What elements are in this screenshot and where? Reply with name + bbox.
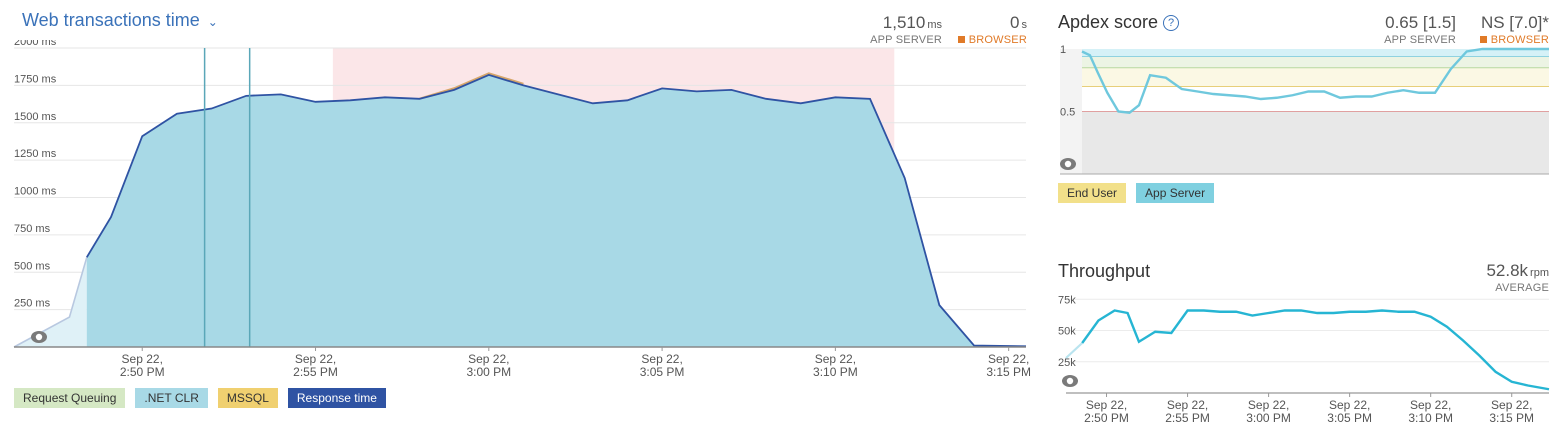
apdex-prewindow-shade (1060, 49, 1082, 174)
throughput-toggle-eye-icon[interactable] (1062, 375, 1078, 387)
response-time-legend-item[interactable]: Request Queuing (14, 388, 126, 408)
net-clr-area (86, 74, 1026, 347)
throughput-x-tick-label: 3:15 PM (1489, 411, 1534, 425)
apdex-app-server-metric: 0.65 [1.5] APP SERVER (1384, 13, 1456, 46)
apdex-app-server-caption: APP SERVER (1384, 34, 1456, 46)
apdex-fair-band (1082, 86, 1549, 112)
response-time-legend-item[interactable]: .NET CLR (135, 388, 208, 408)
response-time-y-tick-label: 1000 ms (14, 186, 57, 198)
web-transactions-title: Web transactions time (22, 10, 200, 30)
response-time-y-tick-label: 250 ms (14, 298, 51, 310)
apdex-y-tick-label: 0.5 (1060, 107, 1075, 119)
apdex-panel: Apdex score? 0.65 [1.5] APP SERVER NS [7… (1052, 0, 1558, 215)
response-time-y-tick-label: 500 ms (14, 260, 51, 272)
response-time-x-tick-label: 3:05 PM (640, 365, 685, 379)
apdex-browser-value: NS [7.0]* (1480, 13, 1549, 32)
throughput-title: Throughput (1058, 261, 1151, 281)
throughput-x-tick-label: 2:55 PM (1165, 411, 1210, 425)
apdex-legend-item[interactable]: End User (1058, 183, 1127, 203)
web-transactions-panel: Web transactions time ⌄ 1,510 ms APP SERVE… (0, 10, 1040, 408)
response-time-x-tick-label: 2:55 PM (293, 365, 338, 379)
response-time-x-tick-label: Sep 22, (122, 352, 163, 366)
toggle-visibility-eye-icon[interactable] (31, 331, 47, 343)
throughput-unit: rpm (1530, 267, 1549, 279)
response-time-y-tick-label: 750 ms (14, 223, 51, 235)
throughput-x-tick-label: Sep 22, (1491, 398, 1532, 412)
apdex-toggle-eye-icon[interactable] (1060, 158, 1076, 170)
app-server-unit: ms (927, 19, 942, 31)
response-time-x-tick-label: 3:10 PM (813, 365, 858, 379)
apdex-legend: End User App Server (1058, 183, 1215, 203)
throughput-x-tick-label: 3:00 PM (1246, 411, 1291, 425)
throughput-y-tick-label: 50k (1058, 326, 1076, 338)
response-time-legend-item[interactable]: Response time (287, 388, 386, 408)
response-time-x-tick-label: Sep 22, (988, 352, 1029, 366)
response-time-y-tick-label: 1750 ms (14, 73, 57, 85)
response-time-y-tick-label: 1500 ms (14, 111, 57, 123)
apdex-browser-caption: BROWSER (1490, 34, 1549, 46)
apdex-chart[interactable]: 0.51 (1052, 40, 1558, 180)
response-time-x-tick-label: Sep 22, (468, 352, 509, 366)
app-server-caption: APP SERVER (870, 34, 942, 46)
throughput-x-tick-label: Sep 22, (1329, 398, 1370, 412)
throughput-x-tick-label: 3:10 PM (1408, 411, 1453, 425)
throughput-value: 52.8k (1486, 261, 1529, 280)
response-time-y-tick-label: 1250 ms (14, 148, 57, 160)
apdex-very-good-band (1082, 56, 1549, 68)
throughput-line-pre (1065, 342, 1083, 359)
throughput-x-tick-label: Sep 22, (1086, 398, 1127, 412)
response-time-x-tick-label: 3:00 PM (466, 365, 511, 379)
web-transactions-title-dropdown[interactable]: Web transactions time ⌄ (22, 10, 218, 31)
apdex-legend-item[interactable]: App Server (1136, 183, 1215, 203)
apdex-app-server-line (1081, 47, 1549, 114)
response-time-x-tick-label: 3:15 PM (986, 365, 1031, 379)
apdex-good-band (1082, 67, 1549, 87)
throughput-x-tick-label: Sep 22, (1167, 398, 1208, 412)
apdex-title: Apdex score (1058, 12, 1159, 32)
response-time-legend-item[interactable]: MSSQL (217, 388, 278, 408)
response-time-y-tick-label: 2000 ms (14, 40, 57, 48)
browser-swatch (957, 36, 965, 43)
response-time-line (86, 73, 1027, 348)
throughput-x-tick-label: 2:50 PM (1084, 411, 1129, 425)
throughput-y-tick-label: 75k (1058, 294, 1076, 306)
apdex-app-server-value: 0.65 [1.5] (1385, 13, 1456, 32)
apdex-browser-swatch (1479, 36, 1487, 43)
throughput-metric: 52.8k rpm AVERAGE (1486, 261, 1549, 294)
apdex-title-row: Apdex score? (1058, 12, 1180, 33)
response-time-x-tick-label: Sep 22, (815, 352, 856, 366)
throughput-x-tick-label: Sep 22, (1410, 398, 1451, 412)
chevron-down-icon: ⌄ (207, 15, 218, 29)
throughput-line (1081, 309, 1550, 391)
apdex-browser-caption-row: BROWSER (1479, 34, 1549, 46)
apdex-poor-band (1082, 111, 1549, 174)
browser-unit: s (1021, 19, 1028, 31)
response-time-x-tick-label: Sep 22, (295, 352, 336, 366)
throughput-caption: AVERAGE (1495, 282, 1549, 294)
throughput-y-tick-label: 25k (1058, 357, 1076, 369)
question-circle-icon[interactable]: ? (1163, 15, 1180, 31)
browser-caption-row: BROWSER (957, 34, 1027, 46)
apdex-y-tick-label: 1 (1060, 44, 1066, 56)
browser-value: 0 (1010, 13, 1020, 32)
throughput-x-tick-label: Sep 22, (1248, 398, 1289, 412)
apdex-browser-metric: NS [7.0]* BROWSER (1479, 13, 1549, 46)
net-clr-area-pre (14, 257, 87, 347)
response-time-legend: Request Queuing .NET CLR MSSQL Response tim… (14, 388, 386, 408)
throughput-panel: Throughput 52.8k rpm AVERAGE 25k 50k 75k Sep… (1052, 255, 1558, 440)
apdex-excellent-band (1082, 49, 1549, 57)
app-server-metric: 1,510 ms APP SERVER (870, 13, 942, 46)
browser-caption: BROWSER (968, 34, 1027, 46)
response-time-x-tick-label: Sep 22, (641, 352, 682, 366)
app-server-value: 1,510 (882, 13, 926, 32)
response-time-x-tick-label: 2:50 PM (120, 365, 165, 379)
response-time-chart[interactable]: 250 ms 500 ms 750 ms 1000 ms 1250 ms 1500 ms 1… (0, 40, 1040, 385)
throughput-x-tick-label: 3:05 PM (1327, 411, 1372, 425)
